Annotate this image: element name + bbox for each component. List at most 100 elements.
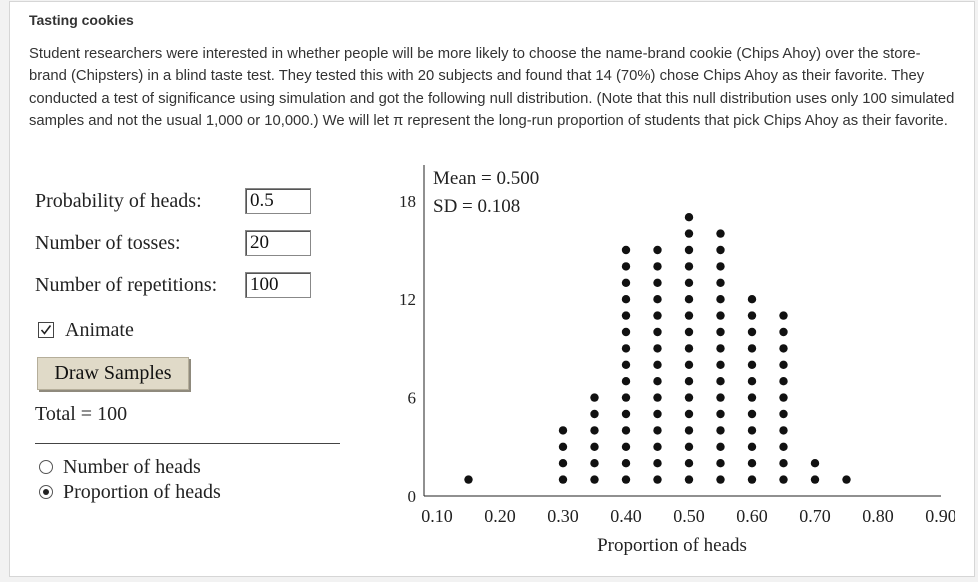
data-dot [621, 327, 631, 337]
tosses-label: Number of tosses: [35, 232, 181, 254]
data-dot [747, 393, 757, 402]
total-count: Total = 100 [35, 403, 128, 425]
data-dot [653, 426, 662, 435]
data-dot [684, 426, 694, 435]
data-dot [653, 327, 662, 337]
data-dot [590, 442, 599, 451]
data-dot [684, 360, 694, 369]
data-dot [621, 442, 631, 451]
draw-samples-button[interactable]: Draw Samples [37, 357, 189, 390]
data-dot [653, 295, 662, 304]
data-dot [684, 344, 694, 353]
data-dot [716, 229, 725, 238]
x-tick-label: 0.30 [547, 506, 579, 526]
x-tick-label: 0.90 [925, 506, 955, 526]
data-dot [747, 311, 757, 320]
data-dot [684, 409, 694, 419]
data-dot [716, 426, 725, 435]
data-dot [621, 409, 631, 419]
data-dot [810, 459, 820, 468]
tosses-input[interactable] [245, 230, 311, 256]
data-dot [716, 262, 725, 271]
proportion-of-heads-radio[interactable] [39, 485, 53, 499]
data-dot [716, 295, 725, 304]
data-dot [590, 475, 599, 484]
data-dot [684, 245, 694, 255]
data-dot [653, 475, 662, 484]
data-dot [464, 475, 473, 484]
data-dot [747, 295, 757, 304]
checkmark-icon [40, 325, 52, 335]
data-dot [558, 426, 568, 435]
data-dot [779, 475, 788, 484]
data-dot [684, 459, 694, 468]
data-dot [747, 344, 757, 353]
repetitions-input[interactable] [245, 272, 311, 298]
data-dot [590, 459, 599, 468]
x-tick-label: 0.20 [484, 506, 516, 526]
y-tick-label: 6 [408, 389, 417, 408]
data-dot [684, 213, 694, 222]
sd-text: SD = 0.108 [433, 196, 520, 217]
data-dot [590, 393, 599, 402]
data-dot [653, 459, 662, 468]
data-dot [716, 360, 725, 369]
data-dot [716, 377, 725, 386]
data-dot [779, 426, 788, 435]
x-tick-label: 0.40 [610, 506, 642, 526]
y-tick-label: 12 [399, 290, 416, 309]
data-dot [779, 360, 788, 369]
data-dot [779, 327, 788, 337]
probability-input[interactable] [245, 188, 311, 214]
y-tick-label: 0 [408, 487, 417, 506]
data-dot [716, 278, 725, 287]
data-dot [747, 360, 757, 369]
repetitions-label: Number of repetitions: [35, 274, 218, 296]
data-dot [621, 311, 631, 320]
data-dot [621, 245, 631, 255]
data-dot [716, 442, 725, 451]
data-dot [779, 459, 788, 468]
data-dot [558, 459, 568, 468]
x-tick-label: 0.70 [799, 506, 831, 526]
data-dot [716, 327, 725, 337]
data-dot [684, 278, 694, 287]
data-dot [621, 475, 631, 484]
question-description: Student researchers were interested in w… [29, 46, 955, 129]
data-dot [653, 278, 662, 287]
number-of-heads-radio[interactable] [39, 460, 53, 474]
data-dot [653, 409, 662, 419]
data-dot [779, 393, 788, 402]
data-dot [810, 475, 820, 484]
data-dot [653, 245, 662, 255]
data-dot [716, 344, 725, 353]
proportion-of-heads-label: Proportion of heads [63, 481, 221, 503]
null-distribution-dotplot: 0 6 12 18 0.10 0.20 0.30 0.40 0.50 0.60 0.70 0.80 0.… [399, 165, 955, 556]
data-dot [716, 245, 725, 255]
y-tick-label: 18 [399, 192, 416, 211]
animate-label: Animate [65, 319, 134, 341]
data-dot [558, 475, 568, 484]
question-title: Tasting cookies [29, 12, 134, 28]
data-dot [653, 442, 662, 451]
data-dot [621, 426, 631, 435]
divider [35, 443, 340, 444]
data-dot [653, 393, 662, 402]
data-dot [779, 311, 788, 320]
data-dot [842, 475, 851, 484]
data-dot [653, 262, 662, 271]
data-dot [779, 442, 788, 451]
data-dot [684, 393, 694, 402]
data-dot [716, 475, 725, 484]
data-dot [684, 229, 694, 238]
data-dot [779, 377, 788, 386]
data-dot [621, 278, 631, 287]
data-dot [590, 426, 599, 435]
data-dot [716, 393, 725, 402]
data-dot [716, 459, 725, 468]
data-dot [621, 459, 631, 468]
data-dot [653, 344, 662, 353]
data-dot [621, 360, 631, 369]
animate-checkbox[interactable] [38, 322, 54, 338]
x-axis-label: Proportion of heads [597, 535, 747, 556]
